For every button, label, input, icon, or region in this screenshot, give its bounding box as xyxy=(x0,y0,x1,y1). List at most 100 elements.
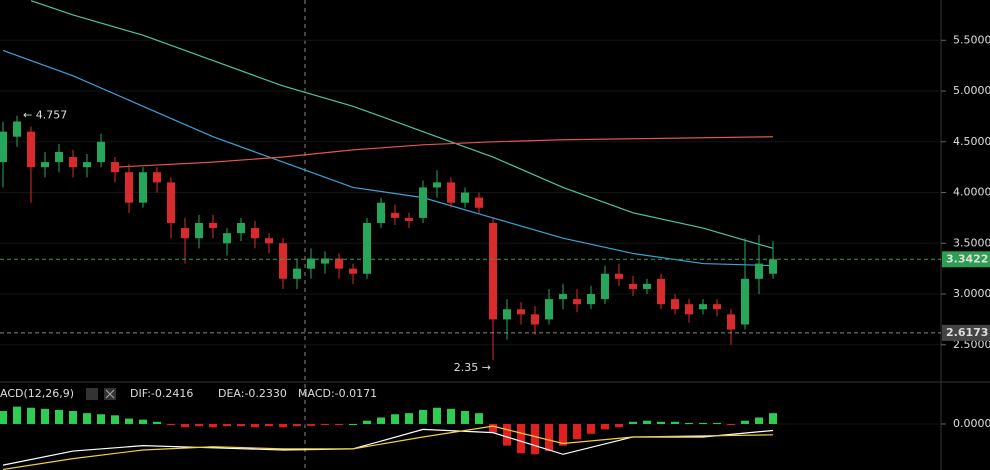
candle-body xyxy=(671,299,679,310)
candle-body xyxy=(447,182,455,203)
indicator-line xyxy=(30,0,774,249)
candle-body xyxy=(405,217,413,221)
histogram-bar xyxy=(111,415,119,424)
candle-body xyxy=(349,268,357,274)
y-tick-label: 5.5000 xyxy=(953,33,990,46)
histogram-bar xyxy=(27,407,35,424)
histogram-bar xyxy=(307,423,315,426)
candle-body xyxy=(531,314,539,325)
histogram-bar xyxy=(601,423,609,430)
histogram-bar xyxy=(195,423,203,427)
histogram-bar xyxy=(447,408,455,424)
histogram-bar xyxy=(419,409,427,424)
histogram-bar xyxy=(643,420,651,424)
indicator-line xyxy=(2,425,774,470)
histogram-bar xyxy=(321,423,329,426)
candle-body xyxy=(601,273,609,300)
histogram-bar xyxy=(489,423,497,433)
annotation: 2.35 → xyxy=(454,361,491,374)
histogram-bar xyxy=(153,421,161,424)
histogram-bar xyxy=(629,421,637,424)
histogram-bar xyxy=(167,423,175,426)
candle-body xyxy=(685,304,693,315)
histogram-bar xyxy=(545,423,553,452)
histogram-bar xyxy=(363,420,371,424)
histogram-bar xyxy=(587,423,595,434)
y-tick-label: 2.5000 xyxy=(953,338,990,351)
y-tick-label: 5.0000 xyxy=(953,84,990,97)
candle-body xyxy=(615,273,623,279)
histogram-bar xyxy=(237,423,245,427)
candle-body xyxy=(503,309,511,320)
candle-body xyxy=(335,258,343,269)
histogram-bar xyxy=(377,417,385,424)
y-tick-label: 3.0000 xyxy=(953,287,990,300)
histogram-bar xyxy=(335,423,343,426)
candle-body xyxy=(167,182,175,223)
annotation: ← 4.757 xyxy=(23,109,67,122)
candle-body xyxy=(209,222,217,229)
histogram-bar xyxy=(13,406,21,424)
candle-body xyxy=(111,162,119,173)
candle-body xyxy=(545,299,553,320)
candle-body xyxy=(237,222,245,234)
histogram-bar xyxy=(125,418,133,424)
candle-body xyxy=(27,131,35,168)
price-tag-label: 3.3422 xyxy=(946,252,988,265)
indicator-name: ACD(12,26,9) xyxy=(0,387,74,400)
histogram-bar xyxy=(741,420,749,424)
candle-body xyxy=(489,222,497,320)
close-glyph xyxy=(105,389,115,399)
candle-body xyxy=(139,172,147,203)
y-tick-label: 3.5000 xyxy=(953,236,990,249)
y-tick-label: 0.0000 xyxy=(953,417,990,430)
price-tag xyxy=(942,251,990,268)
histogram-bar xyxy=(433,407,441,424)
histogram-bar xyxy=(265,423,273,427)
candle-body xyxy=(517,309,525,315)
candle-body xyxy=(293,268,301,279)
histogram-bar xyxy=(251,423,259,428)
histogram-bar xyxy=(349,423,357,425)
candle-body xyxy=(433,182,441,188)
candle-body xyxy=(279,243,287,279)
candle-body xyxy=(573,299,581,305)
candle-body xyxy=(195,222,203,239)
y-tick-label: 4.5000 xyxy=(953,135,990,148)
indicator-line xyxy=(114,136,774,168)
candle-body xyxy=(181,228,189,239)
histogram-bar xyxy=(181,423,189,428)
histogram-bar xyxy=(279,423,287,428)
candle-body xyxy=(55,151,63,163)
candle-body xyxy=(307,258,315,269)
price-tag xyxy=(942,324,990,341)
y-tick-label: 4.0000 xyxy=(953,186,990,199)
settings-icon[interactable] xyxy=(86,388,98,400)
candle-body xyxy=(755,263,763,279)
candle-body xyxy=(69,157,77,168)
candle-body xyxy=(377,202,385,223)
histogram-bar xyxy=(405,413,413,424)
candle-body xyxy=(83,162,91,168)
candle-body xyxy=(587,294,595,305)
histogram-bar xyxy=(209,423,217,428)
candle-body xyxy=(475,197,483,208)
indicator-line xyxy=(2,49,774,267)
histogram-bar xyxy=(69,410,77,424)
histogram-bar xyxy=(671,421,679,424)
indicator-value: MACD:-0.0171 xyxy=(298,387,377,400)
histogram-bar xyxy=(559,423,567,446)
candle-body xyxy=(13,121,21,137)
indicator-value: DEA:-0.2330 xyxy=(218,387,287,400)
histogram-bar xyxy=(475,413,483,424)
histogram-bar xyxy=(657,421,665,424)
candle-body xyxy=(363,222,371,274)
candle-body xyxy=(251,228,259,239)
histogram-bar xyxy=(0,410,7,424)
histogram-bar xyxy=(517,423,525,454)
histogram-bar xyxy=(755,417,763,424)
candle-body xyxy=(629,283,637,289)
candle-body xyxy=(741,278,749,325)
candle-body xyxy=(727,314,735,330)
